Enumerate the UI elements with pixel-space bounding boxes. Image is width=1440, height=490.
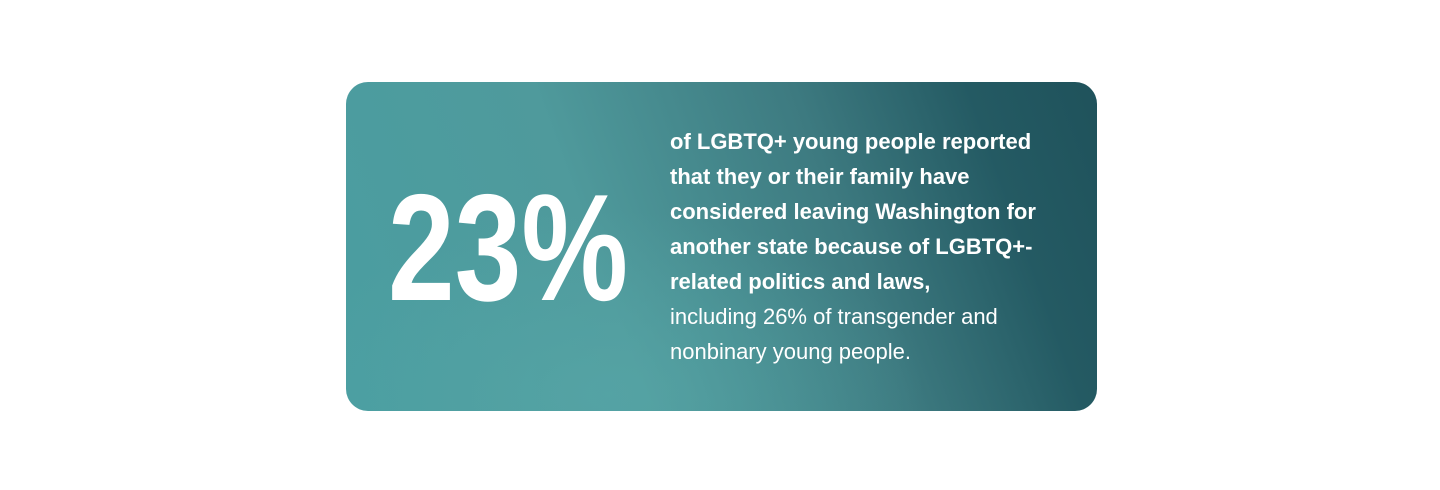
stat-description: of LGBTQ+ young people reported that the… [670,82,1070,411]
description-paragraph: of LGBTQ+ young people reported that the… [670,124,1070,369]
description-bold: of LGBTQ+ young people reported that the… [670,129,1036,294]
stat-value: 23% [388,172,628,312]
description-regular: including 26% of transgender and nonbina… [670,304,998,364]
stat-value-graphic: 23% [388,172,628,312]
stat-card: 23% of LGBTQ+ young people reported that… [346,82,1097,411]
